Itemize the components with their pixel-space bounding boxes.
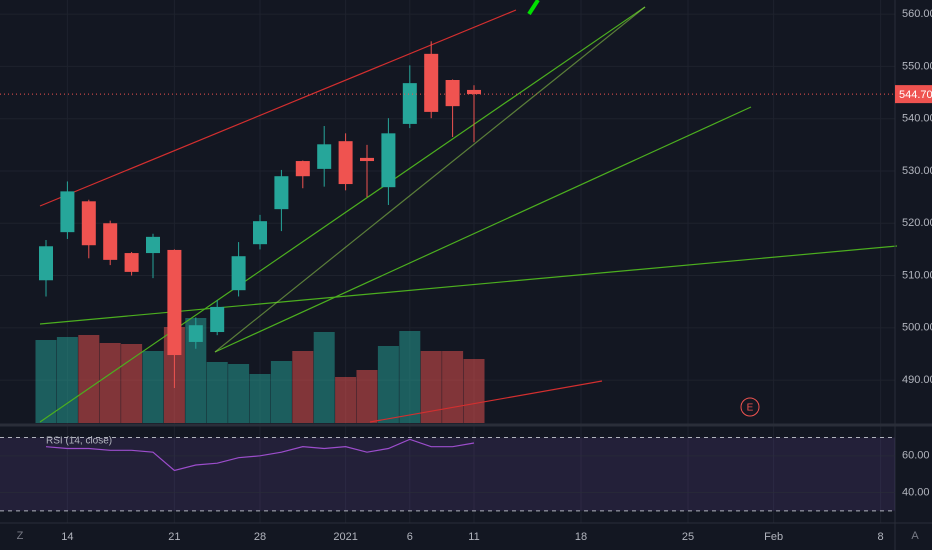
candle-layer [39,41,481,388]
candle-body [210,306,225,333]
trend-line [527,0,540,16]
earnings-marker[interactable] [740,397,760,417]
volume-bar [335,377,357,423]
x-tick-label: 21 [168,531,180,543]
button[interactable]: Z [17,530,24,542]
x-tick-label: 8 [878,531,884,543]
axes: 490.00 500.00 510.00 520.00 530.00 540.00 550.… [0,8,932,543]
volume-bar [356,370,378,423]
volume-bar [377,346,399,423]
rsi-tick-label: 40.00 [902,486,930,498]
volume-layer [35,318,485,423]
volume-bar [442,351,464,423]
volume-bar [142,351,164,423]
y-tick-label: 500.00 [902,322,932,334]
x-tick-label: 14 [61,531,73,543]
y-tick-label: 550.00 [902,60,932,72]
y-tick-label: 490.00 [902,374,932,386]
volume-bar [292,351,314,423]
trend-line [39,6,646,423]
candle-body [274,176,289,210]
volume-bar [399,331,421,423]
volume-bar [270,361,292,423]
volume-bar [78,335,100,423]
candle-body [124,253,139,272]
volume-bar [249,374,271,423]
button[interactable]: A [911,530,919,542]
candle-body [146,236,160,254]
candle-body [167,249,182,356]
last-price-label: 544.70 [899,89,932,101]
candle-body [60,191,75,233]
trend-line [39,245,898,325]
volume-bar [56,337,78,423]
volume-bar [313,332,335,423]
volume-bar [185,318,207,423]
candle-body [381,133,396,188]
x-tick-label: 6 [407,531,413,543]
x-tick-label: 25 [682,531,694,543]
candle-body [424,53,439,112]
volume-bar [206,362,228,423]
y-tick-label: 530.00 [902,165,932,177]
candle-body [81,201,96,246]
candle-body [360,157,374,162]
x-tick-label: 11 [468,531,479,543]
volume-bar [99,343,121,423]
rsi-title: RSI (14, close) [46,436,112,447]
y-tick-label: 510.00 [902,269,932,281]
candle-body [295,161,310,177]
trend-line [214,106,752,353]
y-tick-label: 560.00 [902,8,932,20]
rsi-band [0,437,895,511]
drawings [39,0,898,423]
candle-body [39,246,53,281]
trend-line [39,9,517,207]
candle-body [467,89,481,95]
rsi-pane: 60.00 40.00 RSI (14, close) [0,436,930,512]
x-tick-label: Feb [764,531,783,543]
x-tick-label: 2021 [333,531,357,543]
rsi-line [45,438,475,472]
y-tick-label: 540.00 [902,113,932,125]
candle-body [188,325,203,342]
trend-line [214,6,646,353]
candle-body [445,79,460,107]
volume-bar [121,344,143,423]
volume-bar [228,364,250,423]
candle-body [103,223,118,260]
candle-body [317,144,332,169]
x-tick-label: 18 [575,531,587,543]
volume-bar [35,340,57,423]
trend-line [369,380,603,423]
volume-bar [463,359,485,423]
earnings-label[interactable]: E [747,403,754,414]
candle-body [231,256,246,291]
rsi-tick-label: 60.00 [902,450,930,462]
x-tick-label: 28 [254,531,266,543]
candle-body [402,83,417,124]
candle-body [253,221,267,245]
candle-body [338,141,353,185]
volume-bar [420,351,442,423]
y-tick-label: 520.00 [902,217,932,229]
last-price-badge [895,85,932,104]
